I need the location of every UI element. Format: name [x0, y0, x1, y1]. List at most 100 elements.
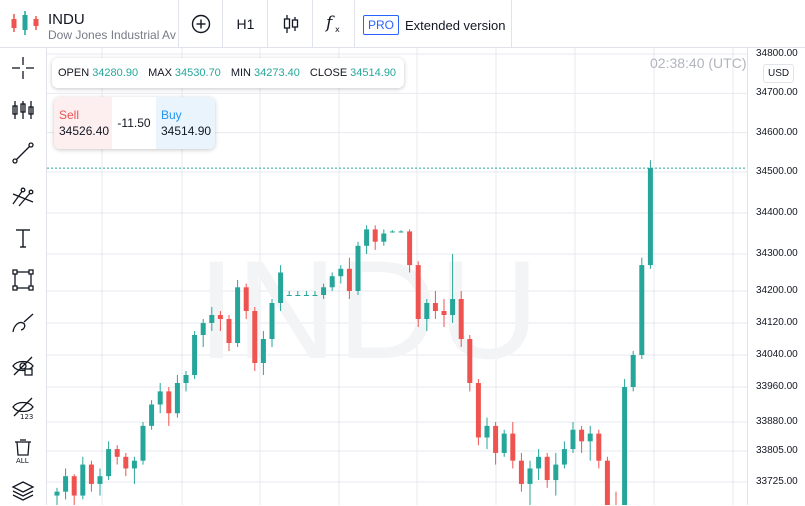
- sell-button[interactable]: Sell 34526.40: [54, 97, 112, 149]
- candle-body: [243, 287, 249, 311]
- buy-price: 34514.90: [161, 124, 212, 138]
- drawing-toolbar: 123 ALL: [0, 48, 47, 505]
- sell-label: Sell: [59, 108, 80, 122]
- candle-body: [321, 287, 327, 295]
- candle-body: [450, 299, 456, 315]
- candle-body: [97, 476, 103, 484]
- candle-body: [346, 268, 352, 291]
- candle-body: [364, 229, 370, 246]
- y-tick-label: 34200.00: [756, 285, 798, 296]
- hide-indicators-tool[interactable]: 123: [8, 393, 38, 423]
- trend-line-tool[interactable]: [8, 138, 38, 168]
- open-value: 34280.90: [92, 67, 139, 79]
- y-tick-label: 34700.00: [756, 87, 798, 99]
- candle-body: [278, 272, 284, 303]
- candle-body: [561, 449, 567, 465]
- rectangle-icon: [12, 269, 34, 291]
- currency-button[interactable]: USD: [763, 64, 795, 83]
- layers-tool[interactable]: [8, 476, 38, 506]
- trend-line-icon: [12, 142, 34, 164]
- candle-body: [467, 339, 473, 383]
- symbol-description: Dow Jones Industrial Average: [48, 28, 176, 42]
- buy-button[interactable]: Buy 34514.90: [156, 97, 215, 149]
- brush-tool[interactable]: [8, 308, 38, 338]
- price-chart[interactable]: INDU: [47, 48, 747, 505]
- candle-body: [407, 231, 413, 266]
- candle-type-button[interactable]: [267, 0, 313, 47]
- candle-body: [484, 425, 490, 438]
- candle-body: [604, 460, 610, 505]
- candle-body: [518, 460, 524, 484]
- candle-body: [54, 491, 60, 496]
- y-tick-label: 34040.00: [756, 349, 798, 360]
- candle-body: [140, 425, 146, 461]
- y-tick-label: 33805.00: [756, 445, 798, 456]
- candle-body: [432, 303, 438, 311]
- svg-text:ALL: ALL: [16, 457, 29, 464]
- candle-body: [174, 383, 180, 414]
- candle-body: [183, 375, 189, 383]
- ohlc-panel: OPEN 34280.90 MAX 34530.70 MIN 34273.40 …: [52, 58, 405, 88]
- max-value: 34530.70: [174, 67, 221, 79]
- candle-body: [355, 245, 361, 291]
- price-axis[interactable]: 34800.00 34700.00 34600.00 34500.00 34400.00…: [747, 48, 805, 505]
- candle-body: [123, 456, 129, 469]
- candle-body: [381, 233, 387, 242]
- candle-body: [475, 383, 481, 438]
- sell-price: 34526.40: [59, 124, 110, 138]
- min-label: MIN: [230, 67, 251, 79]
- candle-body: [622, 387, 628, 505]
- hide-drawings-tool[interactable]: [8, 351, 38, 381]
- extended-version-label: Extended version: [405, 18, 506, 33]
- indicators-icon: [12, 101, 34, 119]
- y-tick-label: 33725.00: [756, 476, 798, 487]
- candle-body: [88, 464, 94, 484]
- candle-body: [217, 315, 223, 319]
- hide-drawings-icon: [12, 356, 34, 376]
- candle-body: [200, 323, 206, 335]
- candle-body: [312, 295, 318, 296]
- top-toolbar: INDU Dow Jones Industrial Average H1 fx …: [0, 0, 805, 48]
- candle-body: [192, 335, 198, 375]
- candle-body: [579, 429, 585, 442]
- candle-type-icon: [283, 14, 298, 33]
- add-indicator-icon: [191, 14, 211, 33]
- text-tool[interactable]: [8, 223, 38, 253]
- delete-all-tool[interactable]: ALL: [8, 436, 38, 466]
- candle-body: [544, 456, 550, 481]
- delete-all-icon: ALL: [15, 439, 31, 464]
- symbol-name[interactable]: INDU: [48, 11, 85, 28]
- timeframe-button[interactable]: H1: [222, 0, 268, 47]
- hide-indicators-icon: 123: [12, 397, 34, 420]
- y-tick-label: 34400.00: [756, 207, 798, 218]
- crosshair-tool[interactable]: [8, 53, 38, 83]
- fib-tool[interactable]: [8, 181, 38, 211]
- text-icon: [16, 229, 30, 248]
- candle-body: [338, 268, 344, 277]
- candle-body: [235, 287, 241, 343]
- buy-label: Buy: [161, 108, 182, 122]
- candle-body: [415, 265, 421, 319]
- indicators-tool[interactable]: [8, 95, 38, 125]
- extended-version-button[interactable]: [354, 0, 512, 47]
- candle-body: [166, 391, 172, 414]
- add-indicator-button[interactable]: [178, 0, 223, 47]
- y-tick-label: 33960.00: [756, 381, 798, 392]
- svg-text:f: f: [324, 13, 335, 33]
- candle-body: [570, 429, 576, 450]
- candles-layer: [54, 160, 653, 505]
- candle-body: [587, 433, 593, 442]
- rectangle-tool[interactable]: [8, 265, 38, 295]
- candle-body: [424, 303, 430, 319]
- min-value: 34273.40: [253, 67, 300, 79]
- y-tick-label: 33880.00: [756, 416, 798, 427]
- candle-body: [630, 355, 636, 387]
- open-label: OPEN: [58, 67, 90, 79]
- candle-body: [303, 295, 309, 296]
- candle-body: [209, 315, 215, 323]
- crosshair-icon: [12, 57, 34, 79]
- close-value: 34514.90: [350, 67, 397, 79]
- timeframe-label: H1: [236, 15, 255, 32]
